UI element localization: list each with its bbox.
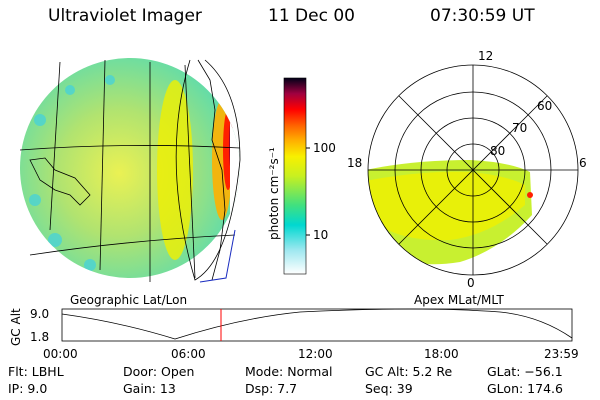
- xtick-0000: 00:00: [43, 347, 78, 361]
- dsp-status: Dsp: 7.7: [245, 381, 298, 396]
- mlat-ring-80: 80: [490, 144, 505, 158]
- door-status: Door: Open: [123, 364, 195, 379]
- mlt-label-18: 18: [347, 156, 362, 170]
- altitude-ymin: 1.8: [30, 330, 49, 344]
- geographic-image: [19, 58, 241, 283]
- xtick-0600: 06:00: [171, 347, 206, 361]
- xtick-1200: 12:00: [298, 347, 333, 361]
- polar-plot: 12 18 6 0 60 70 80: [347, 49, 587, 290]
- time-label: 07:30:59 UT: [430, 6, 535, 26]
- glon-status: GLon: 174.6: [487, 381, 563, 396]
- date-label: 11 Dec 00: [268, 6, 355, 26]
- mlt-label-0: 0: [467, 276, 475, 290]
- mlt-label-12: 12: [478, 49, 493, 63]
- mlt-label-6: 6: [579, 156, 587, 170]
- ip-status: IP: 9.0: [8, 381, 48, 396]
- gcalt-status: GC Alt: 5.2 Re: [365, 364, 453, 379]
- altitude-ymax: 9.0: [30, 307, 49, 321]
- flt-status: Flt: LBHL: [8, 364, 64, 379]
- altitude-plot: GC Alt 9.0 1.8 00:00 06:00 12:00 18:00 2…: [9, 307, 579, 361]
- mlat-ring-70: 70: [512, 121, 527, 135]
- gain-status: Gain: 13: [123, 381, 176, 396]
- altitude-ylabel: GC Alt: [9, 308, 23, 346]
- app-title: Ultraviolet Imager: [48, 6, 202, 26]
- seq-status: Seq: 39: [365, 381, 413, 396]
- colorbar-tick-10: 10: [313, 228, 328, 242]
- mlat-ring-60: 60: [537, 99, 552, 113]
- xtick-1800: 18:00: [424, 347, 459, 361]
- mode-status: Mode: Normal: [245, 364, 333, 379]
- colorbar: 100 10 photon cm⁻²s⁻¹: [267, 77, 336, 275]
- colorbar-tick-100: 100: [313, 141, 336, 155]
- left-panel-label: Geographic Lat/Lon: [70, 293, 187, 307]
- glat-status: GLat: −56.1: [487, 364, 563, 379]
- colorbar-unit-label: photon cm⁻²s⁻¹: [267, 147, 281, 240]
- xtick-2359: 23:59: [544, 347, 579, 361]
- right-panel-label: Apex MLat/MLT: [414, 293, 504, 307]
